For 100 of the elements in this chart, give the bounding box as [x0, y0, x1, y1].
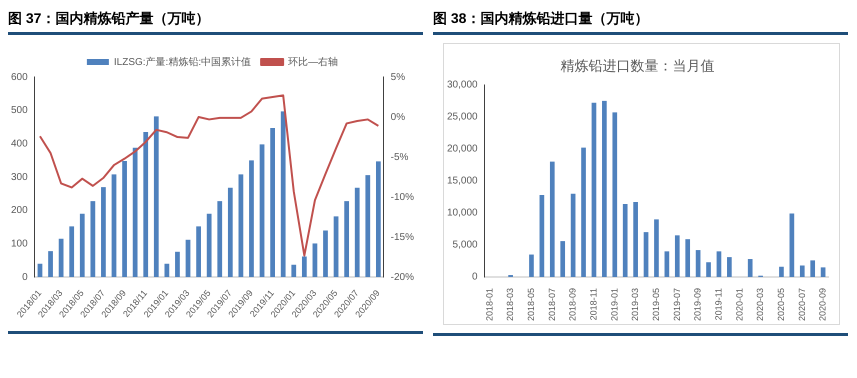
y-tick-label: 15,000	[446, 176, 478, 187]
x-tick-label: 2020-07	[796, 288, 807, 321]
bar	[132, 148, 138, 278]
x-tick-label: 2018-03	[505, 288, 516, 321]
bar	[323, 230, 328, 278]
y-tick-label: 0	[22, 272, 28, 283]
y-tick-label: 30,000	[446, 80, 478, 91]
bar	[696, 250, 700, 277]
bar	[249, 160, 254, 278]
bar	[716, 251, 722, 277]
bar	[664, 251, 670, 277]
x-tick-label: 2019-03	[630, 288, 640, 321]
bar	[344, 201, 350, 278]
bar	[164, 264, 170, 278]
y-tick-label: 600	[10, 72, 28, 83]
bar	[612, 112, 618, 277]
bar	[800, 265, 805, 277]
bar	[112, 174, 116, 278]
bar	[38, 264, 42, 278]
y2-tick-label: -10%	[390, 192, 414, 203]
bar	[312, 243, 318, 278]
bar	[365, 175, 370, 278]
x-tick-label: 2020-05	[776, 288, 786, 321]
y2-tick-label: 0%	[390, 112, 406, 123]
bar	[540, 194, 544, 277]
y2-tick-label: -15%	[390, 232, 414, 243]
chart-title: 图 37：国内精炼铅产量（万吨）	[8, 8, 423, 35]
chart-subtitle: 精炼铅进口数量：当月值	[560, 57, 714, 74]
bar	[228, 188, 233, 278]
legend-label: ILZSG:产量:精炼铅:中国累计值	[114, 56, 252, 68]
bar	[550, 162, 555, 277]
bar	[206, 214, 212, 278]
x-tick-label: 2019-01	[609, 288, 620, 321]
bar	[154, 116, 159, 278]
bar	[570, 194, 576, 277]
x-tick-label: 2018-07	[546, 288, 557, 321]
bar	[748, 259, 753, 277]
x-tick-label: 2020-03	[755, 288, 766, 321]
bar	[560, 241, 566, 277]
bar	[196, 226, 201, 278]
bar	[175, 252, 180, 278]
bar	[238, 174, 244, 278]
bar	[727, 257, 732, 277]
bar	[280, 111, 286, 278]
bar	[48, 251, 53, 278]
x-tick-label: 2018-11	[588, 288, 598, 320]
bar	[291, 264, 296, 278]
bar	[122, 161, 127, 278]
bar	[654, 219, 659, 277]
bar	[217, 201, 222, 278]
x-tick-label: 2020-01	[734, 288, 744, 321]
bar	[706, 262, 711, 277]
y-tick-label: 100	[10, 238, 28, 250]
bar	[354, 188, 360, 278]
bar	[334, 216, 338, 278]
y-tick-label: 20,000	[446, 144, 478, 155]
x-tick-label: 2018-09	[568, 288, 578, 321]
bar	[602, 100, 607, 277]
bar	[529, 254, 534, 277]
bar	[790, 214, 794, 277]
x-tick-label: 2019-07	[672, 288, 682, 321]
bar	[90, 201, 96, 278]
y2-tick-label: -5%	[390, 152, 409, 163]
bar	[644, 232, 648, 277]
x-tick-label: 2018-01	[484, 288, 494, 321]
bar	[592, 102, 596, 277]
bar	[143, 132, 148, 278]
bar	[80, 214, 85, 278]
bar	[810, 260, 816, 277]
legend-label: 环比—右轴	[288, 56, 338, 68]
y2-tick-label: 5%	[390, 72, 406, 83]
bar	[58, 238, 64, 278]
y-tick-label: 300	[10, 172, 28, 183]
bar	[633, 202, 638, 277]
y-tick-label: 0	[472, 272, 478, 283]
y-tick-label: 500	[10, 105, 28, 116]
bar	[685, 239, 690, 277]
y-tick-label: 5,000	[452, 240, 478, 251]
x-tick-label: 2018-05	[526, 288, 536, 321]
bar	[820, 267, 826, 277]
bar	[101, 187, 106, 278]
y2-tick-label: -20%	[390, 272, 414, 283]
x-tick-label: 2019-09	[692, 288, 703, 321]
y-tick-label: 200	[10, 205, 28, 216]
bar	[779, 266, 784, 277]
bar	[69, 226, 74, 278]
bar	[376, 161, 381, 278]
x-tick-label: 2019-11	[713, 288, 724, 320]
bar	[622, 204, 628, 277]
bar	[581, 148, 586, 277]
y-tick-label: 400	[10, 138, 28, 150]
bar	[186, 240, 190, 278]
x-tick-label: 2019-05	[650, 288, 661, 321]
bar	[674, 235, 680, 277]
bar	[270, 128, 275, 278]
x-tick-label: 2020-09	[818, 288, 828, 321]
y-tick-label: 25,000	[446, 112, 478, 123]
bar	[260, 144, 264, 278]
chart-title: 图 38：国内精炼铅进口量（万吨）	[433, 8, 848, 35]
bar	[302, 256, 307, 278]
